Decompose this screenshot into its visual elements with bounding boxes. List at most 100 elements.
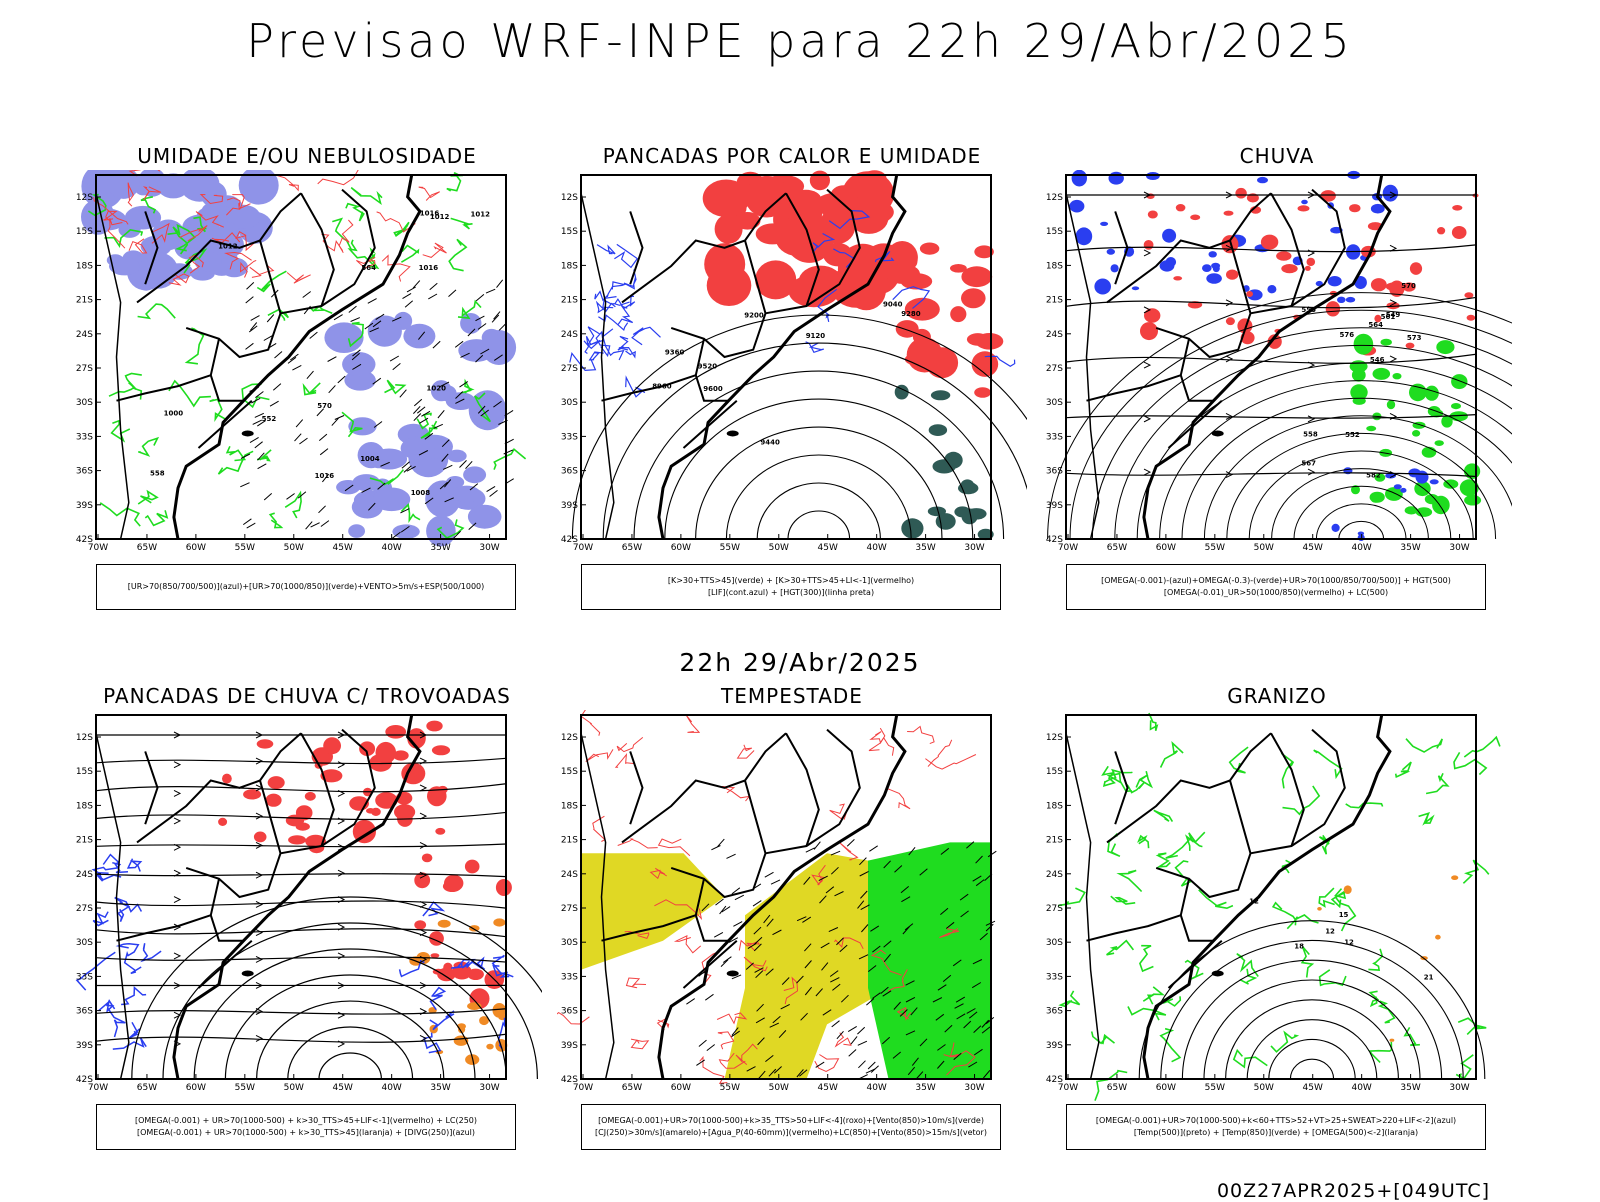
rain-intense-area — [1387, 400, 1395, 409]
storm-area — [266, 794, 282, 807]
contour-label: 1016 — [420, 210, 440, 218]
lon-tick-label: 30W — [964, 1083, 984, 1093]
contour-label: 1012 — [218, 243, 238, 251]
omega-area — [1383, 185, 1398, 202]
panel-title: UMIDADE E/OU NEBULOSIDADE — [72, 144, 542, 168]
storm-area — [323, 737, 341, 754]
contour-label: 576 — [1340, 331, 1355, 339]
contour-label: 573 — [1407, 334, 1422, 342]
contour-label: 1000 — [164, 410, 184, 418]
lake-icon — [727, 970, 739, 976]
lon-tick-label: 70W — [88, 1083, 108, 1093]
contour-label: 18 — [1294, 942, 1304, 950]
lake-icon — [727, 430, 739, 436]
rain-area — [1173, 276, 1182, 280]
rain-intense-area — [1451, 374, 1467, 389]
convective-area — [438, 920, 451, 928]
storm-area — [414, 920, 426, 929]
lat-tick-label: 21S — [1046, 836, 1063, 846]
instability-area — [929, 424, 947, 436]
lon-tick-label: 65W — [622, 543, 642, 553]
rain-area — [1452, 226, 1467, 239]
omega-area — [1328, 276, 1342, 286]
lon-tick-label: 40W — [1351, 1083, 1371, 1093]
legend-line: [OMEGA(-0.001)+UR>70(1000-500)+k>35_TTS>… — [598, 1115, 984, 1127]
lon-tick-label: 35W — [915, 1083, 935, 1093]
lon-tick-label: 30W — [964, 543, 984, 553]
omega-area — [1301, 200, 1308, 205]
rain-area — [1305, 266, 1311, 271]
omega-area — [1400, 488, 1406, 493]
lat-tick-label: 15S — [76, 767, 93, 777]
contour-label: 1016 — [419, 264, 439, 272]
rain-area — [1437, 227, 1445, 234]
lon-tick-label: 65W — [1107, 543, 1127, 553]
lat-tick-label: 24S — [561, 330, 578, 340]
lat-tick-label: 24S — [1046, 870, 1063, 880]
legend-line: [LIF](cont.azul) + [HGT(300)](linha pret… — [708, 587, 874, 599]
humidity-area — [348, 524, 365, 538]
contour-label: 555 — [1301, 306, 1316, 314]
lat-tick-label: 15S — [561, 767, 578, 777]
contour-label: 1016 — [315, 472, 335, 480]
lon-tick-label: 70W — [573, 543, 593, 553]
contour-label: 1020 — [427, 385, 447, 393]
omega-area — [1451, 875, 1458, 880]
lon-tick-label: 55W — [720, 1083, 740, 1093]
omega-area — [1416, 471, 1429, 484]
lon-tick-label: 60W — [186, 1083, 206, 1093]
instability-area — [901, 518, 923, 538]
rain-area — [1176, 204, 1186, 211]
lon-tick-label: 60W — [1156, 1083, 1176, 1093]
lon-tick-label: 70W — [1058, 543, 1078, 553]
lat-tick-label: 18S — [1046, 801, 1063, 811]
omega-area — [1390, 1039, 1395, 1042]
lon-tick-label: 65W — [622, 1083, 642, 1093]
lat-tick-label: 27S — [561, 364, 578, 374]
lon-tick-label: 30W — [479, 1083, 499, 1093]
storm-area — [305, 792, 316, 801]
lat-tick-label: 21S — [561, 296, 578, 306]
storm-area — [496, 879, 512, 896]
omega-area — [1344, 885, 1352, 894]
lon-tick-label: 55W — [235, 1083, 255, 1093]
lat-tick-label: 18S — [1046, 261, 1063, 271]
humidity-area — [482, 330, 516, 365]
convection-area — [799, 266, 843, 298]
lon-tick-label: 40W — [381, 1083, 401, 1093]
page-title: Previsao WRF-INPE para 22h 29/Abr/2025 — [0, 14, 1600, 68]
lon-tick-label: 55W — [235, 543, 255, 553]
lat-tick-label: 12S — [1046, 733, 1063, 743]
lon-tick-label: 70W — [88, 543, 108, 553]
contour-label: 558 — [1303, 431, 1318, 439]
instability-area — [958, 482, 978, 494]
rain-intense-area — [1366, 426, 1376, 431]
omega-area — [1094, 279, 1111, 295]
lon-tick-label: 35W — [915, 543, 935, 553]
omega-area — [1162, 229, 1176, 243]
storm-area — [431, 953, 440, 958]
rain-intense-area — [1393, 373, 1402, 379]
contour-label: 9280 — [901, 310, 921, 318]
storm-area — [222, 774, 232, 784]
convection-area — [707, 265, 752, 306]
legend-line: [OMEGA(-0.001)-(azul)+OMEGA(-0.3)-(verde… — [1101, 575, 1451, 587]
contour-label: 9440 — [760, 438, 780, 446]
lat-tick-label: 12S — [1046, 193, 1063, 203]
contour-label: 15 — [1339, 911, 1349, 919]
rain-intense-area — [1370, 492, 1385, 503]
lat-tick-label: 27S — [561, 904, 578, 914]
rain-area — [1276, 251, 1291, 260]
rain-area — [1371, 278, 1387, 291]
humidity-area — [324, 322, 363, 353]
contour-label: 558 — [150, 469, 165, 477]
lat-tick-label: 27S — [1046, 364, 1063, 374]
omega-area — [1430, 479, 1439, 484]
storm-area — [268, 776, 285, 789]
omega-area — [1337, 297, 1346, 303]
lon-tick-label: 50W — [769, 1083, 789, 1093]
lat-tick-label: 33S — [1046, 972, 1063, 982]
panel-title: CHUVA — [1042, 144, 1512, 168]
convection-area — [920, 243, 939, 255]
